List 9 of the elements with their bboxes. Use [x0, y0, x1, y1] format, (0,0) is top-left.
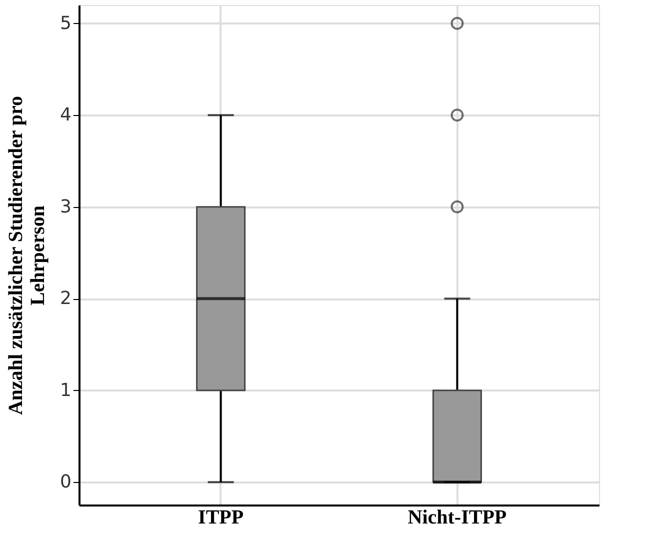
- y-tick-label: 2: [60, 288, 72, 310]
- x-tick-label: ITPP: [198, 506, 244, 528]
- x-tick-label: Nicht-ITPP: [408, 506, 507, 528]
- y-tick-label: 5: [60, 12, 72, 34]
- y-tick-label: 4: [60, 104, 72, 126]
- y-tick-label: 1: [60, 380, 72, 401]
- y-tick-label: 3: [60, 196, 72, 218]
- y-axis-title: Anzahl zusätzlicher Studierender pro Lehrperson: [5, 96, 50, 416]
- y-tick-label: 0: [60, 472, 72, 493]
